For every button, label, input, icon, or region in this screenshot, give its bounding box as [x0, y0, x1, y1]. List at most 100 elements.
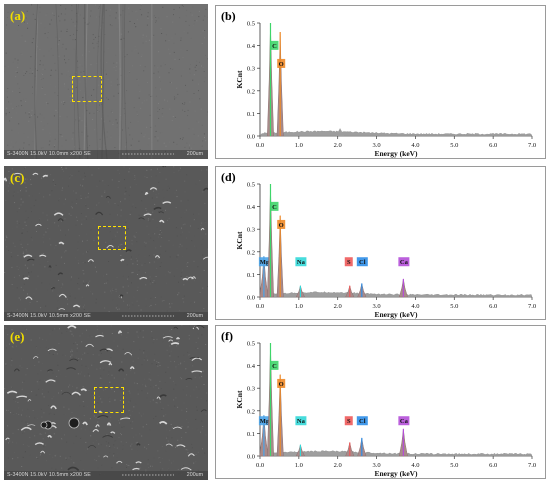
peak-label: O: [279, 222, 284, 229]
sem-info-bar: S-3400N 15.0kV 10.5mm x200 SE: [7, 313, 91, 319]
surface-flake: [159, 219, 165, 224]
x-tick-label: 2.0: [334, 142, 342, 149]
y-tick-label: 0.4: [247, 363, 256, 370]
surface-flake: [22, 277, 29, 280]
surface-flake: [189, 356, 200, 359]
peak-label-box: [270, 201, 279, 211]
surface-flake: [85, 343, 94, 348]
polish-streak: [84, 4, 89, 159]
surface-flake: [71, 391, 81, 396]
surface-pit: [68, 417, 80, 429]
surface-flake: [95, 211, 104, 216]
peak-label: S: [347, 259, 351, 266]
peak-label: Na: [297, 259, 306, 266]
surface-flake: [120, 417, 131, 420]
surface-flake: [185, 378, 193, 381]
surface-flake: [42, 174, 49, 178]
surface-flake: [25, 296, 33, 300]
x-tick-label: 7.0: [528, 142, 536, 149]
info-strip: [4, 471, 208, 480]
sem-image-a: (a) S-3400N 15.0kV 10.0mm x200 SE 200um: [4, 4, 208, 159]
spectrum-background: [259, 130, 533, 137]
y-tick-label: 0.0: [247, 454, 255, 461]
surface-flake: [16, 395, 28, 399]
surface-flake: [58, 308, 65, 311]
sem-image-e: (e) S-3400N 15.0kV 10.5mm x200 SE 200um: [4, 325, 208, 480]
peak-label: Cl: [359, 418, 366, 425]
eds-chart: 0.0 0.1 0.2 0.3 0.4 0.5 0.0 1.0 2.0 3.0 4.0 5.0 6.0 7…: [235, 341, 536, 479]
surface-flake: [99, 360, 112, 364]
x-tick-label: 0.0: [256, 303, 264, 310]
surface-flake: [200, 409, 207, 413]
surface-flake: [106, 422, 112, 426]
polish-streak: [34, 4, 39, 159]
y-tick-label: 0.1: [247, 272, 255, 279]
spectrum-background: [259, 291, 533, 298]
sem-scale-bar: 200um: [186, 151, 203, 157]
surface-flake: [187, 453, 195, 457]
polish-streak: [55, 4, 59, 159]
surface-flake: [98, 410, 102, 413]
x-tick-label: 7.0: [528, 462, 536, 469]
surface-flake: [170, 342, 180, 346]
x-tick-label: 4.0: [411, 462, 419, 469]
surface-flake: [72, 304, 81, 308]
surface-flake: [159, 421, 168, 425]
x-tick-label: 2.0: [334, 462, 342, 469]
peak-label-box: [398, 416, 410, 426]
x-axis-label: Energy (keV): [374, 310, 418, 319]
surface-flake: [6, 390, 18, 394]
y-tick-label: 0.4: [247, 204, 256, 211]
x-tick-label: 1.0: [295, 462, 303, 469]
peak-label: C: [272, 204, 277, 211]
surface-flake: [162, 336, 173, 339]
eds-chart: 0.0 0.1 0.2 0.3 0.4 0.5 0.0 1.0 2.0 3.0 4.0 5.0 6.0 7…: [235, 21, 536, 159]
peak-label-box: [344, 257, 353, 267]
surface-flake: [173, 326, 179, 330]
surface-flake: [162, 201, 172, 205]
surface-flake: [172, 426, 182, 430]
info-strip: [4, 150, 208, 159]
polish-streak: [75, 4, 81, 159]
surface-flake: [39, 254, 47, 258]
surface-flake: [20, 426, 32, 431]
surface-flake: [99, 348, 109, 352]
y-tick-label: 0.4: [247, 43, 256, 50]
y-tick-label: 0.2: [247, 249, 255, 256]
surface-flake: [95, 334, 104, 338]
polish-streak: [96, 4, 101, 159]
surface-flake: [40, 450, 46, 454]
analysis-region-box: [72, 76, 102, 102]
surface-flake: [15, 336, 23, 340]
surface-flake: [105, 195, 111, 199]
sem-texture: [4, 4, 208, 159]
surface-flake: [80, 388, 88, 392]
surface-flake: [159, 394, 167, 398]
surface-flake: [32, 172, 39, 176]
surface-flake: [158, 211, 165, 214]
peak-label: Ca: [400, 418, 409, 425]
peak-label: Cl: [359, 259, 366, 266]
sem-background: [4, 325, 208, 480]
surface-flake: [156, 396, 161, 400]
surface-flake: [132, 467, 140, 471]
sem-texture: [4, 325, 208, 480]
peak-label: C: [272, 43, 277, 50]
surface-flake: [34, 442, 44, 446]
surface-flake: [102, 435, 114, 438]
surface-flake: [50, 287, 56, 290]
surface-flake: [48, 265, 52, 269]
surface-flake: [154, 255, 161, 259]
surface-flake: [69, 358, 79, 362]
surface-flake: [202, 256, 208, 260]
surface-flake: [139, 276, 148, 280]
x-tick-label: 5.0: [450, 303, 458, 310]
surface-flake: [124, 352, 133, 356]
panel-label: (a): [10, 8, 26, 23]
surface-flake: [120, 258, 125, 262]
surface-flake: [180, 467, 192, 471]
surface-flake: [176, 444, 186, 448]
eds-chart: 0.0 0.1 0.2 0.3 0.4 0.5 0.0 1.0 2.0 3.0 4.0 5.0 6.0 7…: [235, 182, 536, 320]
y-tick-label: 0.0: [247, 295, 255, 302]
x-tick-label: 0.0: [256, 462, 264, 469]
